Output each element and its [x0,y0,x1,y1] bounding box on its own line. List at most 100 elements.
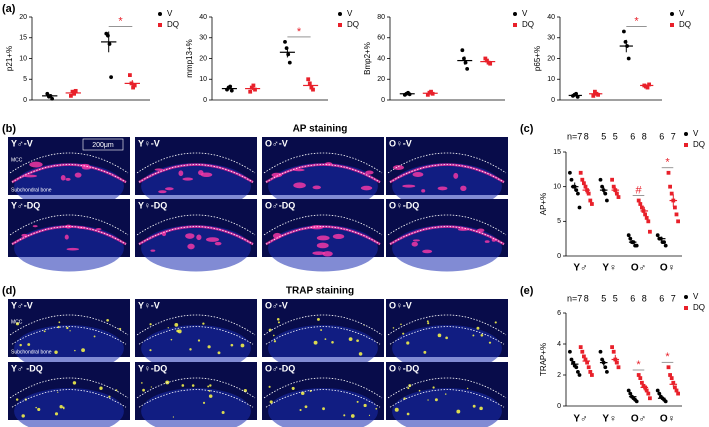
y-tick-label: 40 [199,14,207,21]
boundary [389,226,505,245]
data-point [674,212,679,217]
legend-label: V [679,9,685,18]
trap-dot [21,414,25,418]
x-tick-label: Y♂ [573,263,587,274]
data-point [249,85,254,90]
panel-label: (c) [520,123,534,135]
trap-dot [479,406,483,411]
trap-dot [93,335,96,338]
y-tick-label: 40 [377,55,385,62]
data-point [586,365,591,370]
data-point [626,233,631,238]
ap-blob [95,228,102,231]
trap-dot [392,327,395,329]
legend-label: DQ [167,20,179,29]
legend-label: V [693,129,699,138]
ap-blob [66,247,80,251]
data-point [600,184,604,189]
legend-marker [338,12,342,16]
significance: * [636,359,641,371]
ap-blob [205,237,220,242]
ap-blob [453,172,459,179]
ap-blob [316,242,329,249]
trap-dot [177,329,182,334]
staining-title: AP staining [293,124,348,135]
data-point [605,198,609,203]
data-point [583,184,588,189]
trap-dot [69,330,71,332]
data-point [488,61,493,66]
data-point [669,376,674,380]
group-n: 7 [671,131,676,141]
boundary [9,152,129,174]
data-point [657,391,662,396]
trap-dot [418,389,421,392]
data-point [628,391,633,396]
data-point [580,177,585,182]
trap-dot [108,395,111,398]
data-point [663,243,668,248]
ap-blob [182,177,194,181]
image-label: O♀-DQ [389,200,419,210]
image-label: O♂-DQ [265,200,295,210]
data-point [628,236,633,241]
trap-dot [15,322,20,326]
y-tick-label: 2 [557,372,561,379]
boundary [9,314,129,336]
trap-dot [437,333,442,338]
data-point [253,87,257,92]
trap-dot [456,409,461,414]
trap-dot [343,414,346,417]
group-n: 6 [630,293,635,303]
data-point [640,380,644,385]
boundary [265,226,381,245]
y-tick-label: 40 [547,14,555,21]
scale-bar: 200μm [92,142,114,149]
y-tick-label: 10 [553,184,561,191]
trap-dot [444,393,447,395]
region-label: Subchondral bone [11,187,52,193]
y-tick-label: 10 [19,55,27,62]
data-point [640,205,644,210]
data-point [576,191,580,196]
trap-dot [57,391,59,393]
trap-dot [58,321,61,324]
trap-dot [423,350,427,354]
data-point [590,202,594,206]
trap-dot [427,399,429,401]
data-point [574,365,579,370]
data-point [598,349,603,354]
data-point [582,354,586,359]
tissue-glow [268,325,378,372]
trap-dot [59,405,63,409]
trap-dot [62,406,65,409]
data-point [643,212,647,217]
y-tick-label: 5 [23,76,27,83]
trap-dot [99,386,103,390]
data-point [600,357,604,362]
data-point [485,58,489,63]
data-point [429,89,433,94]
data-point [132,83,137,88]
group-n: 8 [642,131,647,141]
group-n: n=7 [567,131,582,141]
ap-blob [457,228,469,231]
trap-dot [74,349,76,352]
ap-blob [293,182,306,189]
x-tick-label: O♀ [660,263,675,274]
y-axis-label: Bmp2+% [363,42,372,75]
data-point [673,385,677,390]
data-point [655,233,660,238]
data-point [585,360,589,365]
trap-dot [356,400,359,403]
data-point [251,83,256,88]
image-label: Y♀-DQ [138,363,167,373]
trap-dot [394,407,399,412]
data-point [636,198,641,203]
data-point [645,85,650,90]
tissue-glow [141,225,251,272]
data-point [644,215,649,220]
data-point [626,388,631,393]
trap-dot [277,321,280,324]
data-point [666,170,671,175]
